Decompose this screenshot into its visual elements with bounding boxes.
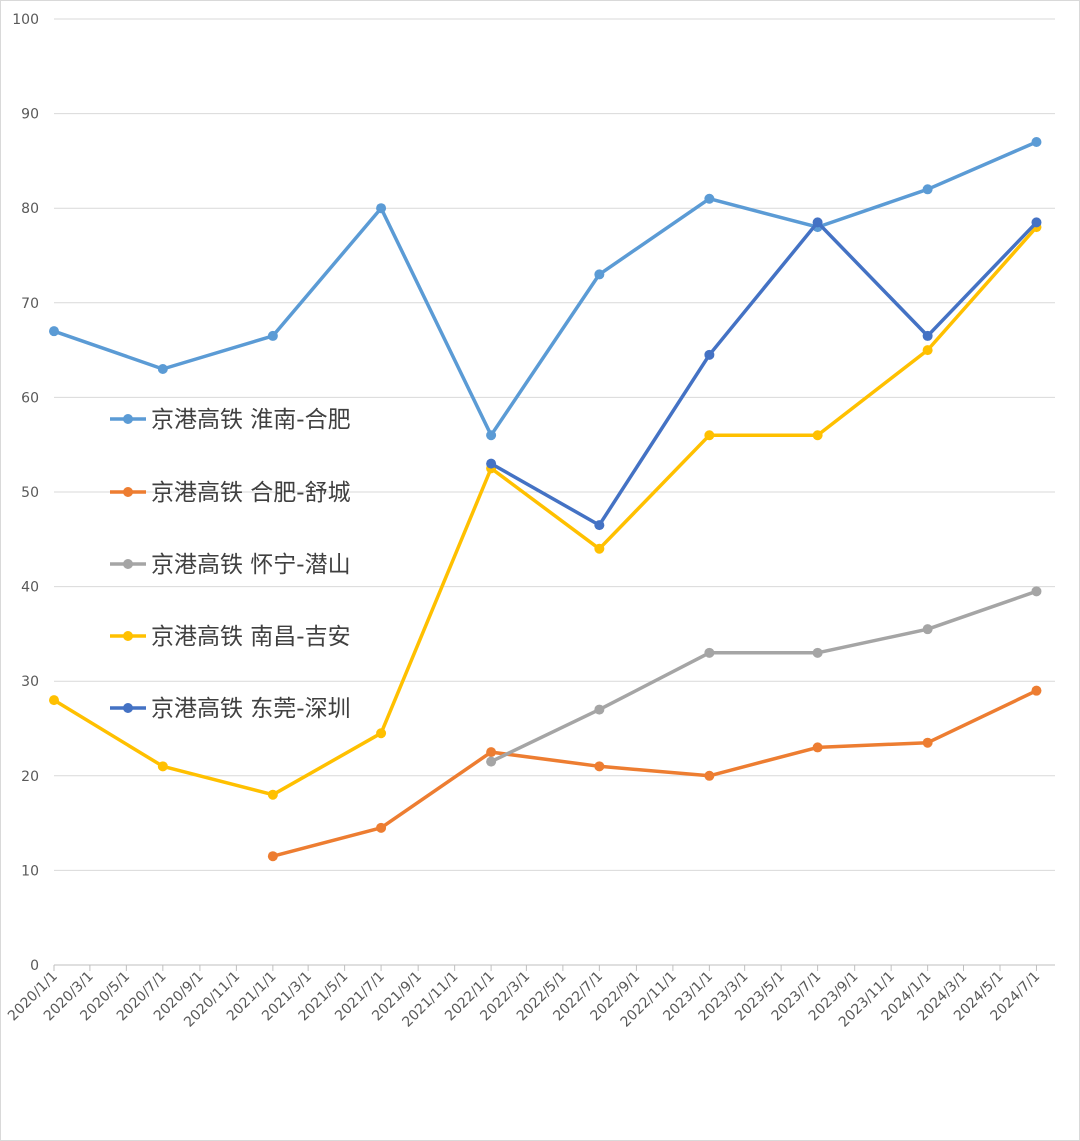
data-point [704,349,715,360]
data-point [1031,586,1042,597]
y-tick-label: 50 [21,485,39,501]
legend-label: 京港高铁 合肥-舒城 [151,480,351,506]
data-point [157,761,168,772]
legend-swatch-marker [123,414,133,424]
data-point [704,193,715,204]
legend-swatch-marker [123,559,133,569]
data-point [486,756,497,767]
data-point [1031,217,1042,228]
y-tick-label: 70 [21,296,39,312]
legend-label: 京港高铁 怀宁-潜山 [151,552,351,578]
data-point [49,326,59,337]
data-point [267,330,278,341]
data-point [49,695,59,706]
data-point [812,742,823,753]
y-tick-label: 0 [30,958,39,974]
y-tick-label: 60 [21,390,39,406]
legend-swatch-marker [123,487,133,497]
data-point [812,217,823,228]
y-tick-label: 10 [21,863,39,879]
y-tick-label: 80 [21,201,39,217]
data-point [486,430,497,441]
data-point [486,747,497,758]
y-tick-label: 100 [12,12,39,28]
data-point [594,761,605,772]
series-line [52,140,1039,437]
legend-label: 京港高铁 东莞-深圳 [151,696,351,722]
series-line [52,225,1039,797]
y-axis: 0 10 20 30 40 50 60 70 80 90 100 [12,12,39,974]
series-line [271,688,1039,858]
data-point [1031,136,1042,147]
data-point [922,737,933,748]
y-tick-label: 20 [21,769,39,785]
legend-label: 京港高铁 南昌-吉安 [151,624,351,650]
y-tick-label: 30 [21,674,39,690]
data-point [267,789,278,800]
data-point [267,851,278,862]
gridlines [54,18,1055,871]
data-point [812,430,823,441]
data-point [157,364,168,375]
data-point [376,728,387,739]
data-point [594,704,605,715]
data-point [922,345,933,356]
y-tick-label: 40 [21,580,39,596]
data-point [594,269,605,280]
y-tick-label: 90 [21,107,39,123]
legend-label: 京港高铁 淮南-合肥 [151,407,351,433]
legend-swatch-marker [123,703,133,713]
data-point [922,624,933,635]
data-point [594,543,605,554]
data-point [486,458,497,469]
series-line [489,589,1039,764]
data-point [1031,685,1042,696]
data-point [704,647,715,658]
data-point [922,184,933,195]
data-point [594,520,605,531]
legend-swatch-marker [123,631,133,641]
data-point [376,822,387,833]
data-point [812,647,823,658]
data-point [704,770,715,781]
data-point [922,330,933,341]
data-point [376,203,387,214]
series-line [489,220,1039,527]
data-point [704,430,715,441]
series-group [49,136,1042,862]
